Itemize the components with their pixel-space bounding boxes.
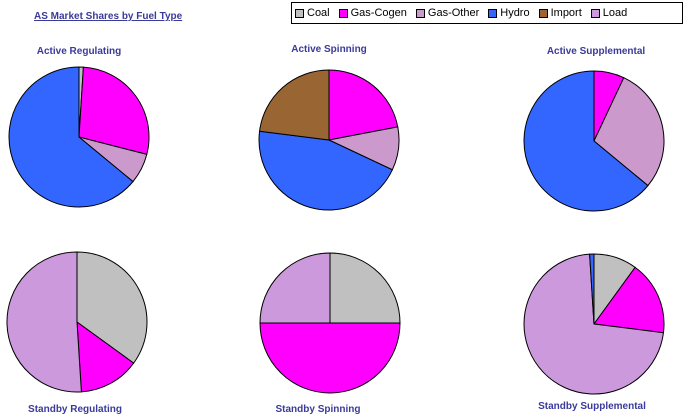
legend-item-hydro: Hydro <box>488 7 530 19</box>
pie-slice-standby-regulating-load <box>6 251 82 393</box>
legend: Coal Gas-Cogen Gas-Other Hydro Import Lo… <box>291 2 683 24</box>
legend-label-gas-cogen: Gas-Cogen <box>350 7 407 19</box>
legend-swatch-coal <box>295 8 304 18</box>
pie-active-spinning <box>258 69 400 211</box>
legend-item-gas-other: Gas-Other <box>415 7 480 19</box>
pie-slice-active-spinning-import <box>258 69 330 141</box>
main-title: AS Market Shares by Fuel Type <box>34 11 183 22</box>
pie-title-active-regulating: Active Regulating <box>36 46 122 57</box>
pie-slice-standby-spinning-coal <box>329 252 401 324</box>
legend-label-import: Import <box>550 7 582 19</box>
pie-slice-standby-spinning-load <box>259 252 331 324</box>
pie-standby-regulating <box>6 251 148 393</box>
legend-swatch-gas-other <box>415 8 425 18</box>
pie-title-active-spinning: Active Spinning <box>291 44 367 55</box>
pie-slice-standby-regulating-gas-cogen <box>76 320 135 393</box>
pie-slice-standby-supplemental-hydro <box>589 253 595 325</box>
pie-standby-spinning <box>259 252 401 394</box>
pie-slice-active-supplemental-gas-other <box>593 76 665 187</box>
pie-active-regulating <box>8 66 150 208</box>
pie-slice-active-regulating-hydro <box>8 66 134 208</box>
legend-swatch-import <box>538 8 548 18</box>
pie-title-standby-supplemental: Standby Supplemental <box>538 401 646 412</box>
legend-item-coal: Coal <box>295 7 330 19</box>
legend-swatch-hydro <box>488 8 498 18</box>
legend-swatch-load <box>590 8 600 18</box>
pie-slice-standby-regulating-coal <box>76 251 148 364</box>
legend-item-load: Load <box>590 7 628 19</box>
legend-label-load: Load <box>602 7 628 19</box>
pie-slice-active-spinning-hydro <box>258 130 394 211</box>
legend-label-coal: Coal <box>307 7 330 19</box>
legend-swatch-gas-cogen <box>338 8 348 18</box>
pie-slice-standby-supplemental-load <box>523 253 665 395</box>
legend-label-hydro: Hydro <box>500 7 530 19</box>
pie-active-supplemental <box>523 70 665 212</box>
pie-slice-standby-spinning-gas-cogen <box>259 322 401 394</box>
pie-title-standby-spinning: Standby Spinning <box>275 404 361 415</box>
pie-slice-standby-supplemental-gas-cogen <box>593 266 665 334</box>
pie-title-standby-regulating: Standby Regulating <box>28 404 122 415</box>
legend-label-gas-other: Gas-Other <box>427 7 480 19</box>
pie-slice-active-regulating-gas-cogen <box>78 66 150 156</box>
pie-standby-supplemental <box>523 253 665 395</box>
pie-title-active-supplemental: Active Supplemental <box>546 46 646 57</box>
pie-slice-active-supplemental-hydro <box>523 70 649 212</box>
legend-item-gas-cogen: Gas-Cogen <box>338 7 407 19</box>
pie-slice-active-spinning-gas-cogen <box>328 69 399 141</box>
legend-item-import: Import <box>538 7 582 19</box>
